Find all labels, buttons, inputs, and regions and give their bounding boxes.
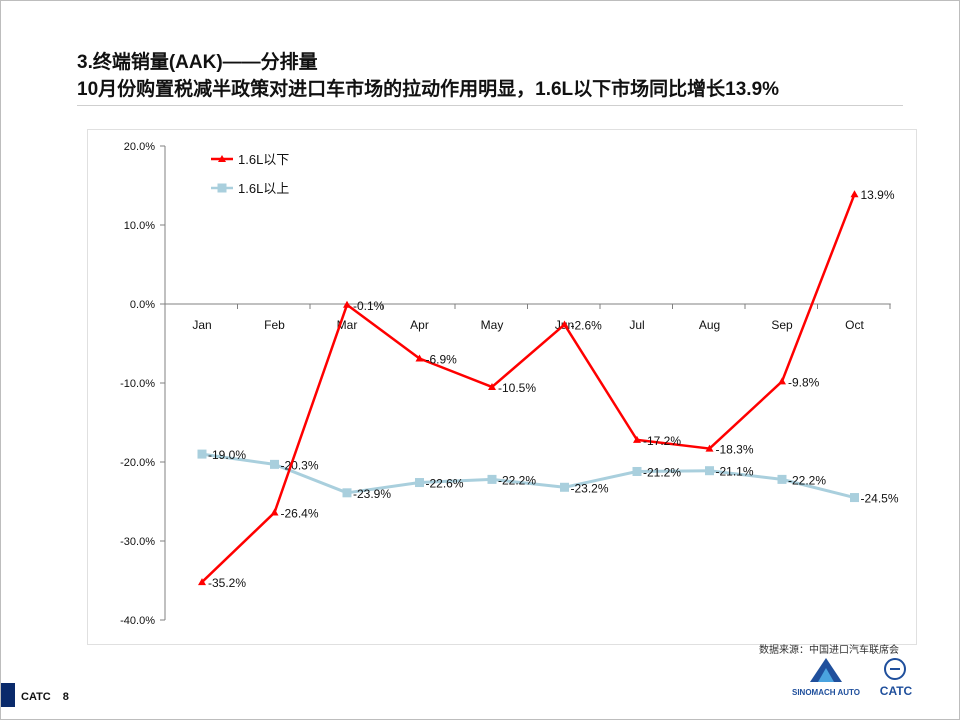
data-label: -21.2% [643,465,681,479]
data-label: -21.1% [716,465,754,479]
x-category-label: May [481,318,504,332]
square-marker [632,466,642,476]
square-marker [560,482,569,492]
title-line-2: 10月份购置税减半政策对进口车市场的拉动作用明显，1.6L以下市场同比增长13.… [77,79,780,100]
square-marker [415,478,424,488]
triangle-marker [778,377,786,385]
title-line-1: 3.终端销量(AAK)——分排量 [77,52,318,73]
page-number: 8 [62,691,69,703]
data-label: -23.9% [353,487,391,501]
data-label: 13.9% [861,188,895,202]
x-category-label: Oct [845,318,864,332]
x-category-label: Apr [410,318,429,332]
footer-org: CATC [21,691,51,703]
data-label: -17.2% [643,434,681,448]
y-tick-label: 10.0% [124,220,155,232]
series-line-below-1-6l [201,193,856,583]
footer: CATC 8 [21,691,81,703]
title-divider [77,105,903,106]
triangle-marker [633,435,641,443]
y-tick-label: -20.0% [120,457,155,469]
legend-square-marker [217,183,227,193]
legend-label: 1.6L以下 [238,152,289,167]
y-tick-label: -40.0% [120,615,155,627]
data-label: -9.8% [788,375,820,389]
mountain-inner-icon [818,668,834,682]
data-label: -6.9% [426,353,458,367]
square-marker [270,459,279,469]
square-marker [342,488,352,498]
catc-logo: CATC [871,656,921,704]
catc-emblem-icon [884,658,906,680]
data-label: -22.6% [426,477,464,491]
data-label: -2.6% [571,319,603,333]
square-marker [777,474,787,484]
data-label: -22.2% [498,473,536,487]
triangle-marker [343,300,351,308]
legend-label: 1.6L以上 [238,181,289,196]
y-tick-label: -30.0% [120,536,155,548]
y-tick-label: 20.0% [124,141,155,153]
x-category-label: Jan [192,318,211,332]
data-label: -24.5% [861,492,899,506]
square-marker [197,449,207,459]
sinomach-logo: SINOMACH AUTO [791,656,861,704]
x-category-label: Aug [699,318,720,332]
triangle-marker [560,320,569,328]
data-label: -35.2% [208,576,246,590]
triangle-marker [850,190,859,198]
source-note: 数据来源：中国进口汽车联席会 [759,645,899,656]
x-category-label: Sep [771,318,793,332]
sinomach-logo-text: SINOMACH AUTO [792,688,860,697]
data-label: -20.3% [281,458,319,472]
x-category-label: Feb [264,318,285,332]
square-marker [487,474,497,484]
x-category-label: Jul [629,318,644,332]
triangle-marker [705,444,714,452]
triangle-marker [415,354,424,362]
square-marker [850,493,859,503]
triangle-marker [488,382,496,390]
legend-triangle-marker [218,155,226,162]
catc-logo-text: CATC [879,684,913,698]
data-label: -19.0% [208,448,246,462]
data-label: -26.4% [281,507,319,521]
square-marker [705,466,714,476]
data-label: -0.1% [353,299,385,313]
chart-frame [87,129,917,645]
data-label: -10.5% [498,381,536,395]
slide-title: 3.终端销量(AAK)——分排量 10月份购置税减半政策对进口车市场的拉动作用明… [77,49,779,103]
y-tick-label: -10.0% [120,378,155,390]
data-label: -18.3% [716,443,754,457]
footer-accent-bar [1,683,15,707]
triangle-marker [270,508,279,516]
triangle-marker [198,578,206,586]
series-line-above-1-6l [201,452,855,500]
y-tick-label: 0.0% [130,299,155,311]
data-label: -22.2% [788,473,826,487]
data-label: -23.2% [571,481,609,495]
